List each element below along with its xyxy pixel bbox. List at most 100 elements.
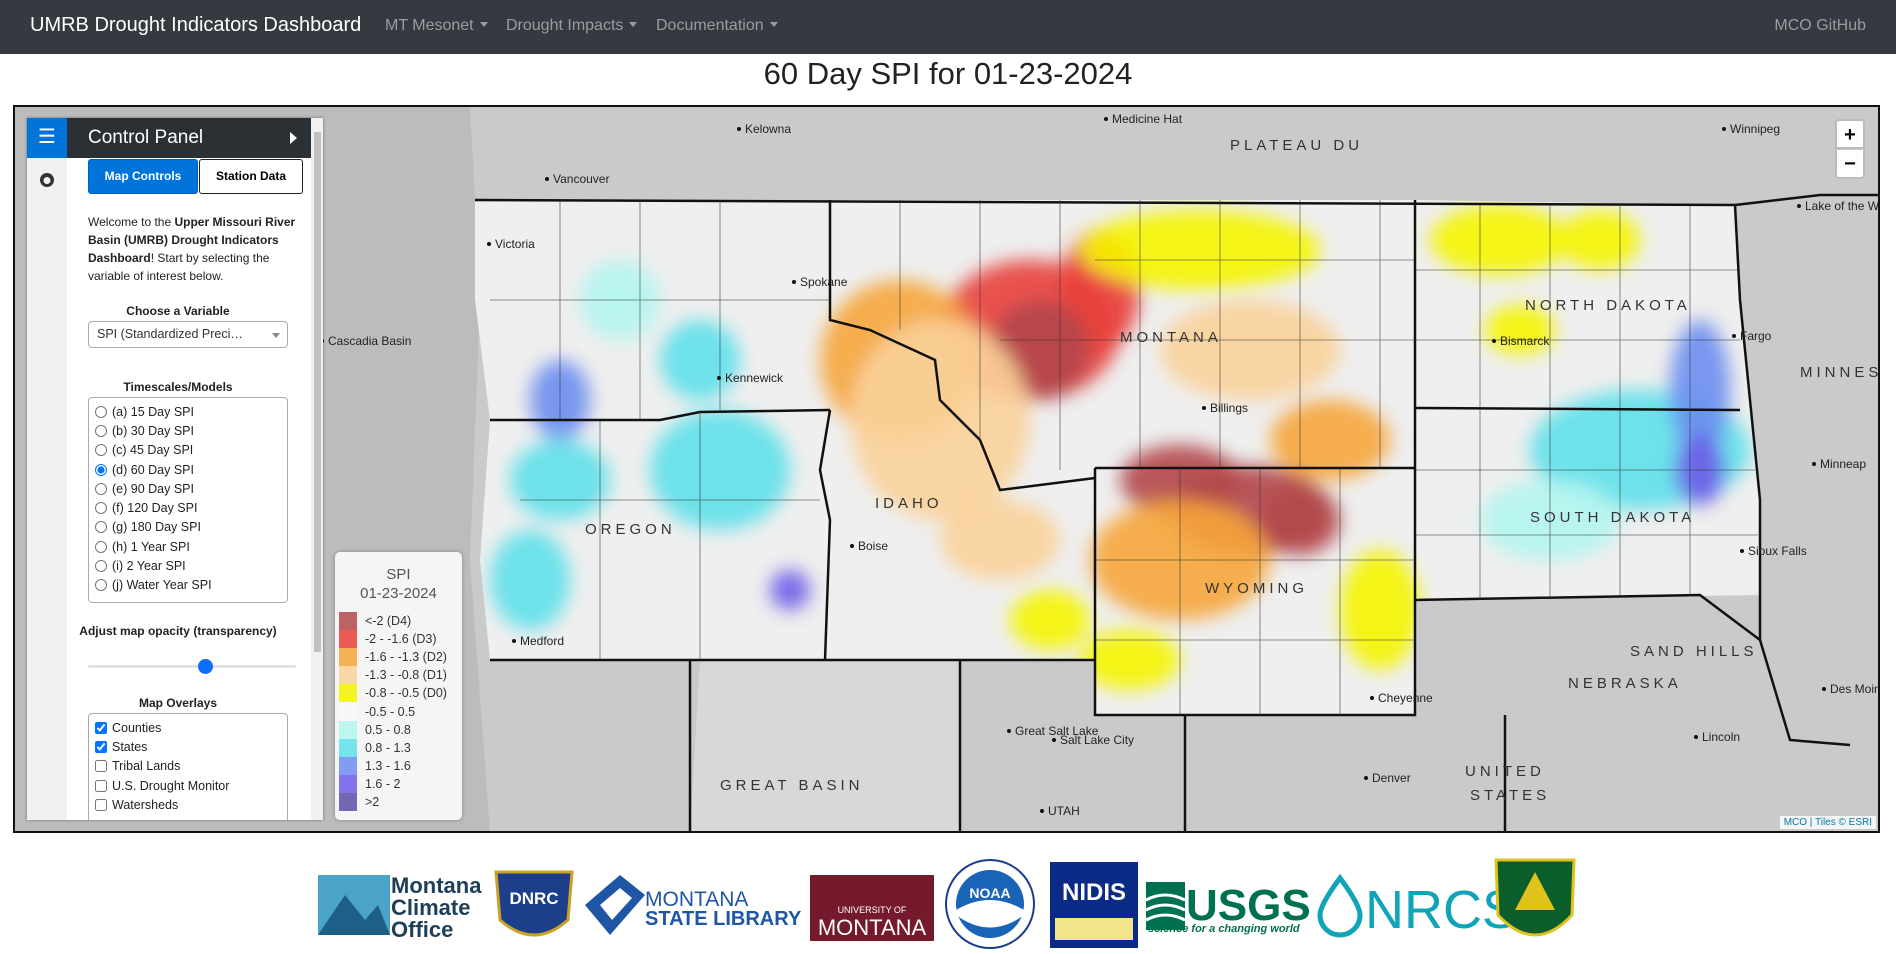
forest-service-logo[interactable]	[1494, 858, 1576, 937]
navbar: UMRB Drought Indicators Dashboard MT Mes…	[0, 0, 1896, 54]
logo-text: Office	[391, 917, 453, 942]
github-icon[interactable]	[39, 172, 55, 188]
place-label: Kennewick	[725, 371, 784, 385]
menu[interactable]: MT Mesonet	[385, 17, 488, 35]
usgs-logo[interactable]: USGS science for a changing world	[1145, 881, 1311, 935]
panel-header[interactable]: Control Panel	[67, 118, 311, 158]
legend-item: -2 - -1.6 (D3)	[339, 630, 462, 649]
option-label: (h) 1 Year SPI	[112, 539, 190, 554]
checkbox[interactable]	[95, 760, 107, 773]
overlay-option[interactable]: U.S. Drought Monitor	[89, 776, 287, 795]
radio[interactable]	[95, 579, 107, 592]
city-dot	[1797, 204, 1801, 208]
um-logo[interactable]: UNIVERSITY OF MONTANA	[810, 875, 934, 941]
city-dot	[1812, 462, 1816, 466]
checkbox[interactable]	[95, 740, 107, 753]
place-label: Bismarck	[1500, 334, 1550, 348]
radio[interactable]	[95, 502, 107, 515]
timescale-option[interactable]: (d) 60 Day SPI	[89, 460, 287, 479]
logo-text: Climate	[391, 895, 470, 920]
border	[490, 408, 831, 422]
place-label: UNITED	[1465, 763, 1545, 780]
place-label: Winnipeg	[1730, 122, 1780, 136]
option-label: Tribal Lands	[112, 759, 181, 774]
city-dot	[545, 177, 549, 181]
timescale-list: (a) 15 Day SPI (b) 30 Day SPI (c) 45 Day S…	[88, 397, 288, 603]
city-dot	[792, 280, 796, 284]
logos: Montana Climate Office DNRC MONTANA STAT…	[318, 858, 1576, 949]
text: SPI (Standardized Preci…	[97, 327, 243, 341]
terrain	[690, 660, 960, 831]
checkbox[interactable]	[95, 721, 107, 734]
state-borders	[474, 193, 1878, 831]
opacity-slider[interactable]	[88, 665, 296, 668]
timescale-option[interactable]: (i) 2 Year SPI	[89, 556, 287, 575]
tab[interactable]: Map Controls	[88, 159, 198, 194]
dnrc-logo[interactable]: DNRC	[494, 870, 574, 937]
border	[828, 200, 1096, 492]
overlay-option[interactable]: Tribal Lands	[89, 757, 287, 776]
variable-select[interactable]: SPI (Standardized Preci…	[88, 321, 288, 348]
timescale-option[interactable]: (j) Water Year SPI	[89, 576, 287, 595]
text: ! Start by selecting the variable of int…	[88, 251, 270, 283]
place-label: Cascadia Basin	[328, 334, 411, 348]
menu-icon[interactable]: ☰	[27, 118, 67, 158]
checkbox[interactable]	[95, 798, 107, 811]
zoom-in[interactable]: +	[1835, 119, 1865, 149]
radio[interactable]	[95, 463, 107, 476]
timescale-option[interactable]: (c) 45 Day SPI	[89, 441, 287, 460]
county-lines	[490, 200, 1758, 715]
place-label: Fargo	[1740, 329, 1772, 343]
mco-logo[interactable]: Montana Climate Office	[318, 873, 482, 942]
radio[interactable]	[95, 405, 107, 418]
spi-area	[650, 410, 790, 530]
legend-item: -0.5 - 0.5	[339, 702, 462, 721]
place-label: Salt Lake City	[1060, 733, 1134, 747]
place-label: Great Salt Lake	[1015, 724, 1099, 738]
menu[interactable]: Documentation	[656, 17, 778, 35]
radio[interactable]	[95, 424, 107, 437]
radio[interactable]	[95, 482, 107, 495]
slider-thumb[interactable]	[198, 659, 213, 674]
place-label: Kelowna	[745, 122, 791, 136]
overlay-option[interactable]: Watersheds	[89, 795, 287, 814]
label: Choose a Variable	[126, 304, 230, 318]
overlay-option[interactable]: Counties	[89, 718, 287, 737]
nrcs-logo[interactable]: NRCS	[1317, 873, 1518, 940]
overlay-option[interactable]: States	[89, 737, 287, 756]
spi-area	[1560, 210, 1640, 270]
nidis-logo[interactable]: NIDIS	[1050, 862, 1138, 948]
timescale-option[interactable]: (e) 90 Day SPI	[89, 479, 287, 498]
place-label: STATES	[1470, 787, 1550, 804]
radio[interactable]	[95, 540, 107, 553]
place-label: SAND HILLS	[1630, 643, 1758, 660]
radio[interactable]	[95, 560, 107, 573]
city-dot	[1694, 735, 1698, 739]
noaa-logo[interactable]: NOAA	[945, 859, 1035, 949]
timescale-option[interactable]: (g) 180 Day SPI	[89, 518, 287, 537]
scrollbar[interactable]	[311, 118, 323, 820]
place-label: Lincoln	[1702, 730, 1740, 744]
place-label: SOUTH DAKOTA	[1530, 509, 1695, 526]
tab[interactable]: Station Data	[199, 159, 303, 194]
timescale-option[interactable]: (f) 120 Day SPI	[89, 498, 287, 517]
option-label: (f) 120 Day SPI	[112, 501, 198, 516]
attribution[interactable]: MCO | Tiles © ESRI	[1779, 816, 1876, 829]
msl-logo[interactable]: MONTANA STATE LIBRARY	[585, 875, 802, 935]
checkbox[interactable]	[95, 779, 107, 792]
radio[interactable]	[95, 444, 107, 457]
brand[interactable]: UMRB Drought Indicators Dashboard	[30, 14, 362, 36]
place-label: GREAT BASIN	[720, 777, 863, 794]
place-label: MINNES	[1800, 364, 1880, 381]
city-dot	[737, 127, 741, 131]
github-link[interactable]: MCO GitHub	[1774, 17, 1866, 34]
scroll-thumb[interactable]	[314, 132, 321, 652]
radio[interactable]	[95, 521, 107, 534]
timescale-option[interactable]: (h) 1 Year SPI	[89, 537, 287, 556]
option-label: Watersheds	[112, 797, 179, 812]
timescale-option[interactable]: (a) 15 Day SPI	[89, 402, 287, 421]
timescale-option[interactable]: (b) 30 Day SPI	[89, 421, 287, 440]
zoom-out[interactable]: −	[1835, 149, 1865, 179]
menu[interactable]: Drought Impacts	[506, 17, 637, 35]
